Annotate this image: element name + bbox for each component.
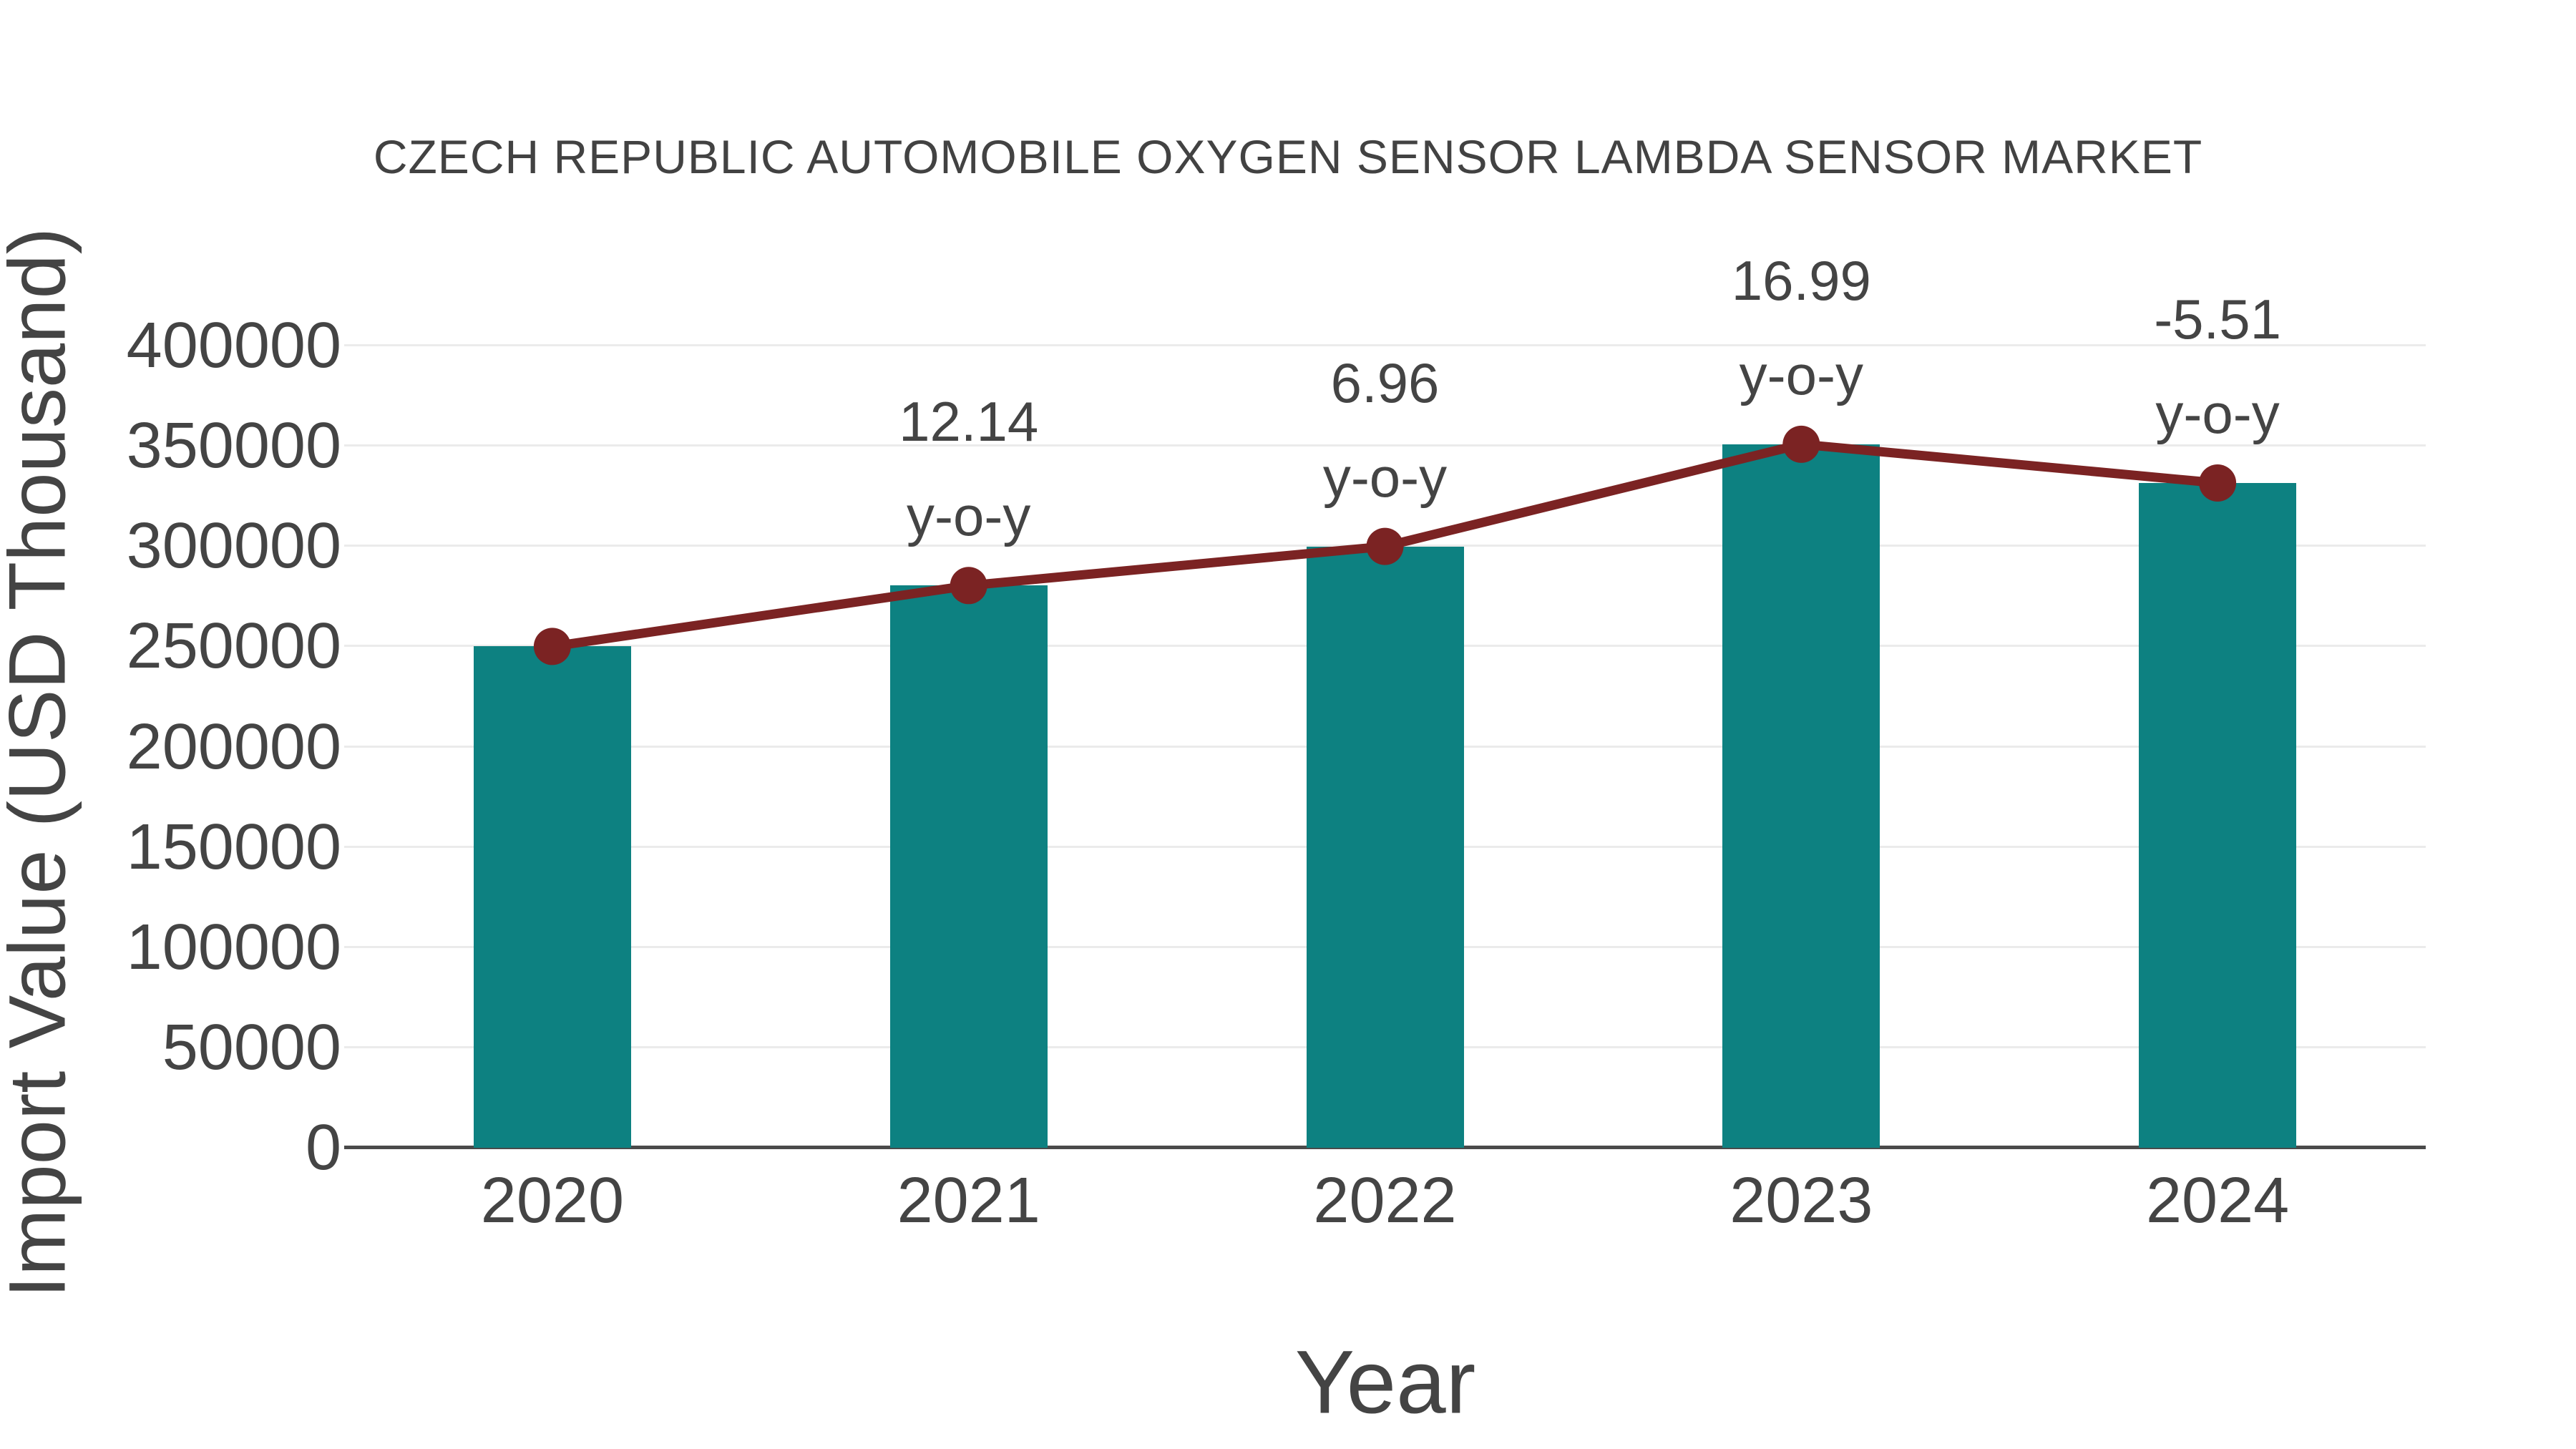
yoy-value-label: 6.96 bbox=[1330, 351, 1440, 414]
bar-2021 bbox=[889, 585, 1048, 1148]
yoy-value-label: 12.14 bbox=[899, 390, 1039, 454]
bar-2023 bbox=[1722, 444, 1880, 1148]
y-tick-label-350000: 350000 bbox=[126, 410, 341, 482]
y-tick-label-50000: 50000 bbox=[162, 1011, 341, 1083]
trend-marker-2020 bbox=[533, 628, 571, 665]
trend-marker-2023 bbox=[1782, 425, 1820, 463]
x-tick-label-2022: 2022 bbox=[1313, 1165, 1457, 1236]
yoy-annotation-2022: 6.96 y-o-y bbox=[1171, 336, 1600, 525]
bar-2024 bbox=[2139, 483, 2297, 1148]
yoy-suffix-label: y-o-y bbox=[1322, 445, 1448, 509]
chart-title: CZECH REPUBLIC AUTOMOBILE OXYGEN SENSOR … bbox=[373, 130, 2203, 183]
yoy-suffix-label: y-o-y bbox=[2155, 382, 2280, 446]
bar-2022 bbox=[1306, 546, 1464, 1148]
y-tick-label-300000: 300000 bbox=[126, 510, 341, 582]
trend-line-layer bbox=[533, 425, 2237, 665]
x-tick-label-2020: 2020 bbox=[480, 1165, 624, 1236]
x-tick-label-2021: 2021 bbox=[897, 1165, 1040, 1236]
y-tick-label-200000: 200000 bbox=[126, 711, 341, 783]
x-tick-label-2023: 2023 bbox=[1729, 1165, 1873, 1236]
yoy-annotation-2021: 12.14 y-o-y bbox=[754, 374, 1184, 563]
bar-2020 bbox=[473, 646, 631, 1148]
x-axis-title: Year bbox=[1294, 1332, 1476, 1433]
trend-marker-2021 bbox=[950, 567, 987, 605]
plot-area: 12.14 y-o-y 6.96 y-o-y 16.99 y-o-y -5.51 y-o-y bbox=[344, 249, 2426, 1149]
y-tick-label-250000: 250000 bbox=[126, 610, 341, 683]
yoy-suffix-label: y-o-y bbox=[907, 484, 1031, 548]
yoy-annotation-2024: -5.51 y-o-y bbox=[2003, 272, 2432, 461]
x-tick-label-2024: 2024 bbox=[2145, 1165, 2290, 1236]
gridline bbox=[344, 344, 2426, 346]
yoy-suffix-label: y-o-y bbox=[1739, 343, 1863, 406]
yoy-annotation-2023: 16.99 y-o-y bbox=[1586, 233, 2016, 422]
y-tick-label-150000: 150000 bbox=[126, 811, 341, 883]
trend-marker-2024 bbox=[2199, 464, 2237, 502]
y-tick-label-400000: 400000 bbox=[126, 310, 341, 381]
yoy-value-label: -5.51 bbox=[2154, 288, 2281, 351]
gridline bbox=[344, 444, 2426, 447]
y-tick-label-0: 0 bbox=[305, 1112, 341, 1184]
trend-marker-2022 bbox=[1366, 527, 1404, 565]
y-tick-label-100000: 100000 bbox=[126, 911, 341, 983]
yoy-value-label: 16.99 bbox=[1731, 248, 1871, 312]
